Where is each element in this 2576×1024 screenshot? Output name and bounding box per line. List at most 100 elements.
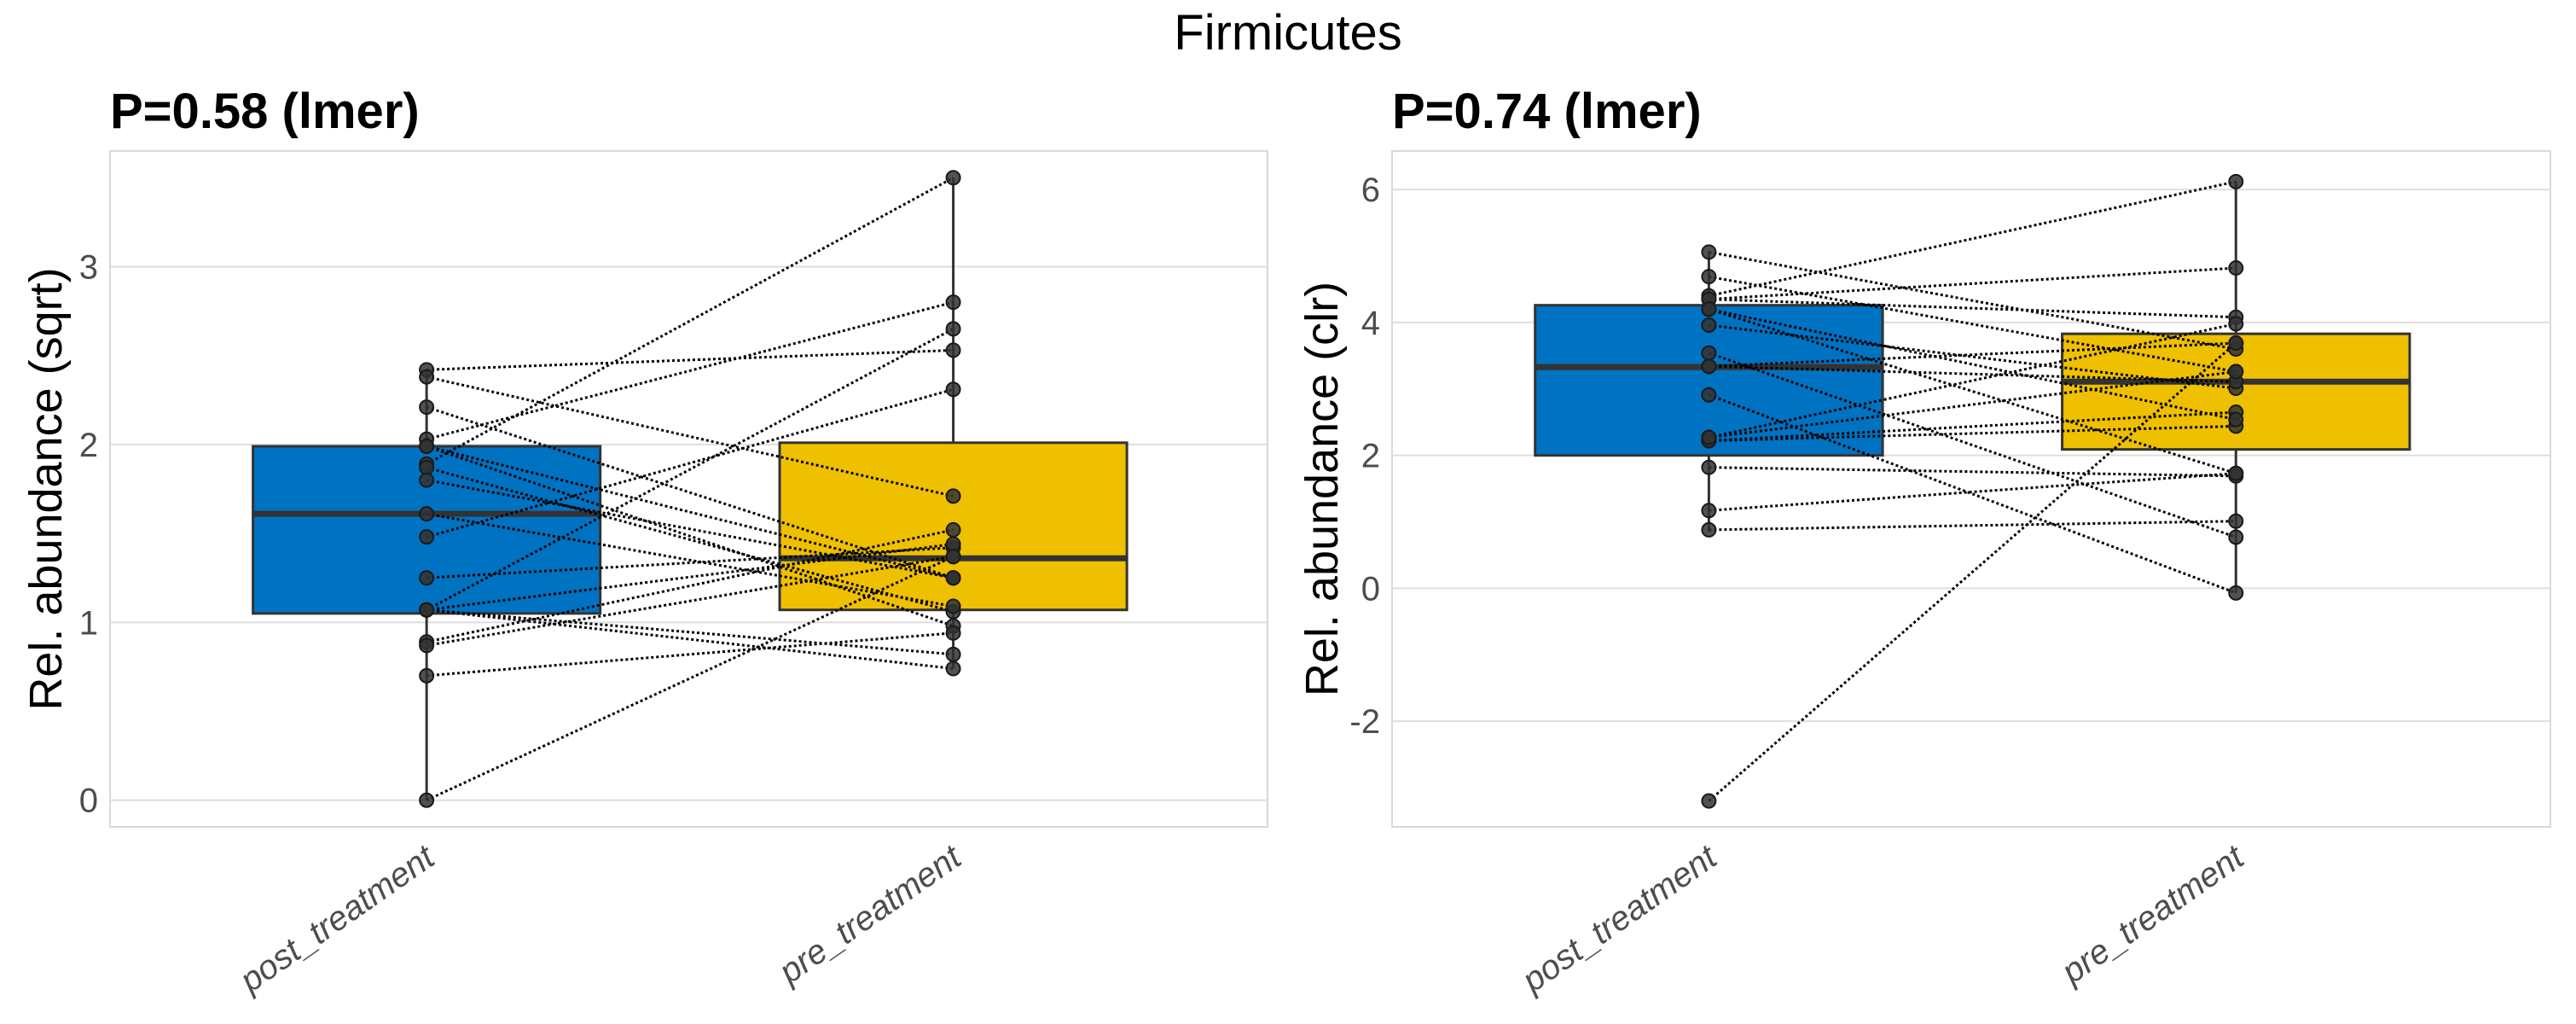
pair-line: [1709, 275, 2237, 374]
pair-line: [426, 555, 954, 802]
pair-line: [426, 300, 954, 441]
pair-line: [1709, 410, 2237, 443]
pair-line: [426, 546, 954, 579]
data-point: [945, 342, 961, 358]
data-point: [1701, 317, 1717, 334]
data-point: [1701, 387, 1717, 403]
data-point: [1701, 459, 1717, 475]
data-point: [2228, 529, 2244, 545]
plot-frame: [109, 150, 1268, 828]
data-point: [945, 170, 961, 186]
data-point: [2228, 465, 2244, 481]
data-point: [945, 488, 961, 504]
pair-line: [426, 176, 954, 466]
pair-line: [1709, 364, 2237, 383]
data-point: [945, 660, 961, 677]
pair-line: [426, 608, 954, 670]
data-point: [945, 521, 961, 538]
data-point: [1701, 269, 1717, 285]
pair-line: [1709, 466, 2237, 478]
data-point: [419, 637, 435, 654]
data-point: [945, 549, 961, 565]
panel-right: P=0.74 (lmer) Rel. abundance (clr)-2 0 2 4 6 p…: [1297, 84, 2551, 1000]
x-tick-label: post_treatment: [233, 837, 443, 1000]
x-tick-label: post_treatment: [1515, 837, 1725, 1000]
pair-line: [1708, 393, 2237, 595]
data-point: [419, 667, 435, 684]
pair-line: [426, 328, 954, 612]
panel-left: P=0.58 (lmer) Rel. abundance (sqrt) 0 1 2 3 po…: [20, 84, 1268, 1000]
data-point: [419, 602, 435, 618]
pair-line: [426, 387, 954, 538]
data-point: [945, 598, 961, 614]
data-point: [945, 321, 961, 337]
pair-line: [1709, 370, 2237, 439]
y-tick-label: 2: [1361, 438, 1380, 475]
pair-line: [1709, 520, 2237, 532]
pair-line: [426, 479, 954, 579]
data-point: [419, 369, 435, 385]
x-tick-label: pre_treatment: [772, 837, 970, 992]
y-tick-label: -2: [1349, 703, 1380, 741]
y-tick-label: 0: [1361, 570, 1380, 608]
y-axis-label: Rel. abundance (clr): [1297, 282, 1348, 696]
y-tick-label: 3: [79, 248, 98, 286]
data-point: [1701, 301, 1717, 317]
pair-line: [426, 466, 954, 614]
data-point: [945, 570, 961, 586]
pair-line: [426, 445, 954, 627]
pair-line: [426, 512, 954, 608]
data-point: [419, 570, 435, 586]
data-point: [945, 625, 961, 641]
plot-frame: [1391, 150, 2551, 828]
y-tick-label: 6: [1361, 172, 1380, 209]
data-point: [1701, 503, 1717, 519]
y-axis-label: Rel. abundance (sqrt): [20, 267, 72, 710]
data-point: [2228, 316, 2244, 332]
data-point: [1701, 345, 1717, 361]
pair-line: [426, 555, 954, 647]
data-point: [945, 294, 961, 311]
pair-line: [1708, 341, 2237, 802]
data-point: [2228, 364, 2244, 380]
pair-line: [426, 348, 954, 371]
data-point: [945, 381, 961, 398]
pair-line: [1709, 323, 2237, 390]
data-point: [419, 438, 435, 454]
y-tick-label: 0: [79, 783, 98, 820]
data-point: [1701, 429, 1717, 445]
data-point: [419, 399, 435, 416]
pair-line: [1709, 341, 2237, 368]
figure-title: Firmicutes: [1174, 5, 1401, 61]
panel-title: P=0.58 (lmer): [110, 84, 420, 139]
data-point: [945, 646, 961, 662]
pair-line: [1709, 250, 2237, 351]
data-point: [419, 472, 435, 488]
data-point: [1701, 244, 1717, 260]
pair-line: [426, 608, 954, 656]
data-point: [419, 792, 435, 808]
data-point: [2228, 335, 2244, 352]
data-point: [2228, 585, 2244, 601]
pair-line: [426, 405, 954, 579]
data-point: [419, 506, 435, 522]
data-point: [1701, 521, 1717, 538]
x-tick-label: pre_treatment: [2054, 837, 2252, 992]
data-point: [1701, 793, 1717, 809]
data-point: [2228, 513, 2244, 529]
y-tick-label: 1: [79, 604, 98, 642]
data-point: [419, 529, 435, 545]
pair-line: [1709, 472, 2237, 512]
y-tick-label: 2: [79, 427, 98, 464]
y-tick-label: 4: [1361, 305, 1380, 342]
pair-line: [426, 445, 954, 579]
data-point: [2228, 173, 2244, 189]
pair-line: [426, 631, 954, 678]
data-point: [1701, 358, 1717, 375]
pair-line: [1708, 352, 2237, 538]
pair-line: [1709, 424, 2237, 443]
pair-line: [1709, 266, 2237, 301]
data-point: [2228, 260, 2244, 276]
panel-title: P=0.74 (lmer): [1392, 84, 1702, 139]
